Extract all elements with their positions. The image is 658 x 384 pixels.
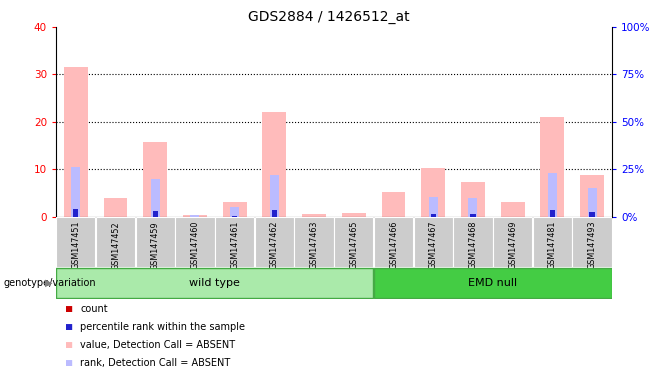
Bar	[232, 216, 238, 217]
Bar	[572, 217, 612, 267]
Bar	[461, 182, 485, 217]
Bar	[414, 217, 453, 267]
Bar	[501, 202, 524, 217]
Bar	[294, 217, 334, 267]
Bar	[540, 117, 565, 217]
Bar	[470, 214, 476, 217]
Text: GSM147469: GSM147469	[508, 221, 517, 270]
Bar	[222, 202, 247, 217]
Bar	[64, 67, 88, 217]
Bar	[263, 113, 286, 217]
Text: GSM147461: GSM147461	[230, 221, 239, 269]
Bar	[56, 217, 95, 267]
Bar	[533, 217, 572, 267]
Bar	[153, 211, 158, 217]
Text: GSM147451: GSM147451	[71, 221, 80, 270]
Text: GSM147467: GSM147467	[429, 221, 438, 270]
Bar	[302, 214, 326, 217]
Text: genotype/variation: genotype/variation	[3, 278, 96, 288]
Text: ■: ■	[66, 304, 72, 314]
Text: GSM147493: GSM147493	[588, 221, 597, 270]
Text: GSM147460: GSM147460	[190, 221, 199, 269]
Bar	[374, 268, 612, 298]
Text: GSM147459: GSM147459	[151, 221, 160, 270]
Bar	[136, 217, 175, 267]
Bar	[342, 213, 366, 217]
Bar	[588, 189, 597, 217]
Text: count: count	[80, 304, 108, 314]
Bar	[215, 217, 254, 267]
Text: GDS2884 / 1426512_at: GDS2884 / 1426512_at	[248, 10, 410, 23]
Bar	[175, 217, 215, 267]
Text: GSM147452: GSM147452	[111, 221, 120, 270]
Bar	[590, 212, 595, 217]
Bar	[430, 214, 436, 217]
Text: ■: ■	[66, 340, 72, 350]
Bar	[255, 217, 294, 267]
Text: ■: ■	[66, 322, 72, 332]
Text: rank, Detection Call = ABSENT: rank, Detection Call = ABSENT	[80, 358, 230, 368]
Bar	[73, 209, 78, 217]
Text: ▶: ▶	[45, 278, 53, 288]
Text: GSM147462: GSM147462	[270, 221, 279, 270]
Text: GSM147468: GSM147468	[468, 221, 478, 269]
Bar	[103, 198, 128, 217]
Bar	[549, 210, 555, 217]
Bar	[272, 210, 277, 217]
Bar	[382, 192, 405, 217]
Text: GSM147465: GSM147465	[349, 221, 359, 270]
Bar	[468, 198, 478, 217]
Bar	[493, 217, 532, 267]
Text: GSM147466: GSM147466	[389, 221, 398, 269]
Bar	[270, 175, 279, 217]
Bar	[580, 175, 604, 217]
Bar	[56, 268, 374, 298]
Bar	[151, 179, 160, 217]
Bar	[183, 215, 207, 217]
Bar	[143, 142, 167, 217]
Bar	[190, 215, 199, 217]
Text: GSM147481: GSM147481	[548, 221, 557, 269]
Text: EMD null: EMD null	[468, 278, 517, 288]
Bar	[374, 217, 413, 267]
Bar	[230, 207, 239, 217]
Bar	[334, 217, 374, 267]
Bar	[96, 217, 135, 267]
Text: value, Detection Call = ABSENT: value, Detection Call = ABSENT	[80, 340, 236, 350]
Bar	[71, 167, 80, 217]
Bar	[429, 197, 438, 217]
Text: GSM147463: GSM147463	[309, 221, 318, 269]
Text: percentile rank within the sample: percentile rank within the sample	[80, 322, 245, 332]
Text: wild type: wild type	[190, 278, 240, 288]
Text: ■: ■	[66, 358, 72, 368]
Bar	[453, 217, 493, 267]
Bar	[548, 173, 557, 217]
Bar	[421, 169, 445, 217]
